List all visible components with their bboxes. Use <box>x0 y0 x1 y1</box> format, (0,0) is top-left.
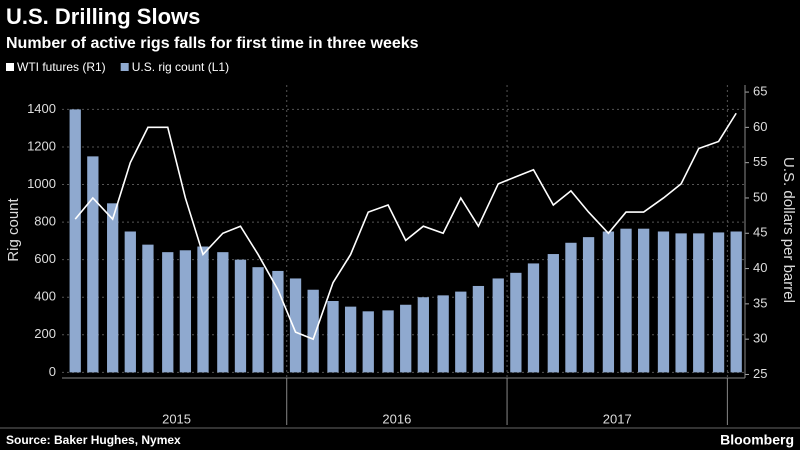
y2-tick-label: 25 <box>753 366 767 381</box>
bar <box>69 109 81 373</box>
bar <box>307 289 319 373</box>
y2-tick-label: 35 <box>753 295 767 310</box>
y2-tick-label: 50 <box>753 189 767 204</box>
bar <box>289 278 302 373</box>
line <box>74 112 737 341</box>
bar <box>400 304 412 373</box>
y-tick-label: 200 <box>34 326 56 341</box>
bar <box>142 244 154 373</box>
bar <box>638 228 650 373</box>
bar <box>437 295 449 373</box>
y-tick-label: 1000 <box>27 176 56 191</box>
bar <box>344 306 357 373</box>
bar <box>234 259 247 373</box>
bar <box>107 203 119 373</box>
x-tick-label: 2017 <box>603 411 632 426</box>
y-tick-label: 0 <box>49 364 56 379</box>
bar <box>124 231 136 373</box>
chart-subtitle: Number of active rigs falls for first ti… <box>6 35 419 52</box>
y2-tick-label: 40 <box>753 260 767 275</box>
y2-axis-label: U.S. dollars per barrel <box>780 157 797 303</box>
bar <box>602 231 615 373</box>
bar <box>252 267 264 373</box>
y-tick-label: 1400 <box>27 101 56 116</box>
bar <box>455 291 467 373</box>
bar <box>162 252 174 373</box>
bar <box>217 252 229 373</box>
bar <box>565 242 577 373</box>
y-tick-label: 600 <box>34 251 56 266</box>
chart-title: U.S. Drilling Slows <box>6 4 200 29</box>
bar <box>510 272 522 373</box>
bar <box>693 233 705 373</box>
y-tick-label: 800 <box>34 214 56 229</box>
y2-tick-label: 45 <box>753 225 767 240</box>
legend-label: U.S. rig count (L1) <box>132 60 229 74</box>
y2-tick-label: 30 <box>753 331 767 346</box>
x-tick-label: 2016 <box>382 411 411 426</box>
y-tick-label: 1200 <box>27 138 56 153</box>
bar <box>272 270 284 373</box>
brand: Bloomberg <box>720 432 794 448</box>
bar <box>362 311 374 373</box>
bar <box>197 246 209 373</box>
bar <box>492 278 504 373</box>
bar <box>730 231 742 373</box>
bar <box>712 232 725 373</box>
bar <box>417 297 429 373</box>
bar <box>547 254 559 373</box>
bar <box>657 231 670 373</box>
source: Source: Baker Hughes, Nymex <box>6 433 181 447</box>
bar <box>675 233 687 373</box>
bar <box>87 156 99 373</box>
x-tick-label: 2015 <box>162 411 191 426</box>
y2-tick-label: 65 <box>753 83 767 98</box>
bar <box>179 250 192 373</box>
bar <box>527 263 540 373</box>
y2-tick-label: 60 <box>753 119 767 134</box>
legend-swatch <box>120 63 129 71</box>
legend-swatch <box>6 63 14 71</box>
y-axis-label: Rig count <box>5 197 22 261</box>
bar <box>620 228 632 373</box>
bar <box>472 285 485 373</box>
bar <box>582 237 595 373</box>
y-tick-label: 400 <box>34 289 56 304</box>
y2-tick-label: 55 <box>753 154 767 169</box>
bar <box>327 300 339 373</box>
bar <box>382 310 394 373</box>
legend-label: WTI futures (R1) <box>17 60 106 74</box>
